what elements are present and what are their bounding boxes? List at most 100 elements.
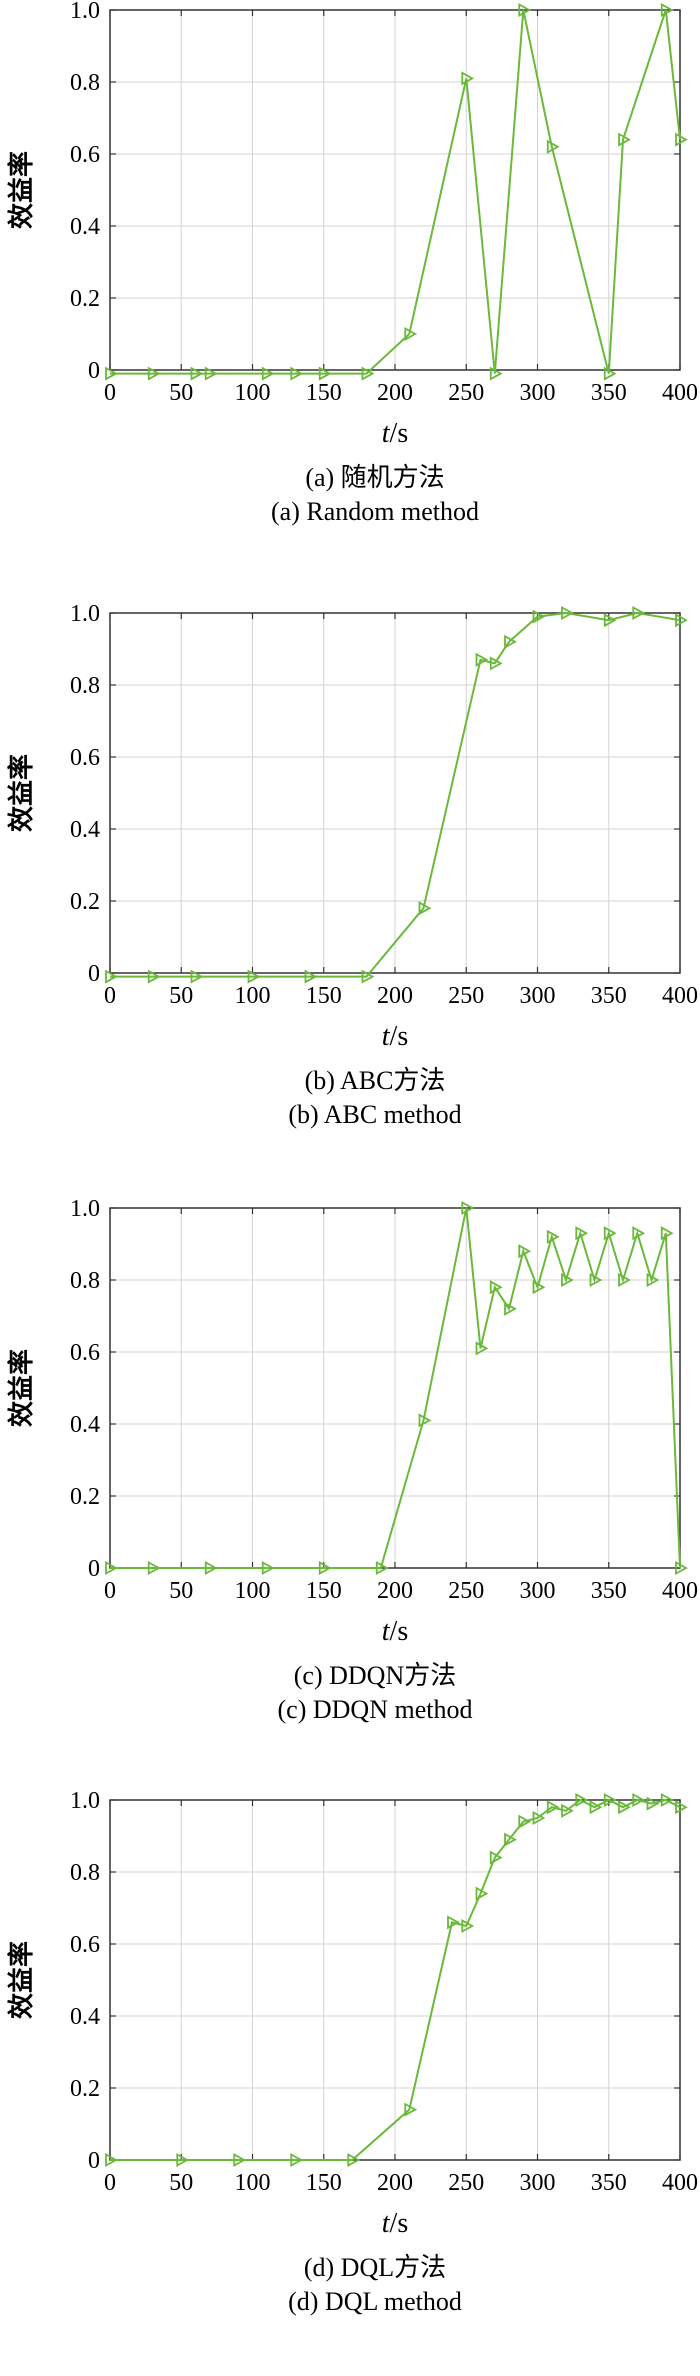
x-tick-label: 50 (169, 983, 193, 1009)
x-axis-label: t/s (382, 2208, 408, 2239)
y-tick-label: 0.8 (70, 1268, 100, 1294)
y-tick-label: 1.0 (70, 601, 100, 627)
y-tick-label: 0.2 (70, 286, 100, 312)
data-point (190, 969, 204, 984)
x-axis-label-unit: /s (390, 418, 409, 449)
data-point (675, 132, 688, 147)
x-axis-label: t/s (382, 1021, 408, 1052)
y-tick-label: 0.6 (70, 745, 100, 771)
data-point (518, 2, 532, 18)
data-point (461, 1918, 475, 1934)
x-tick-label: 100 (235, 380, 271, 406)
x-axis-label: t/s (382, 1616, 408, 1647)
x-tick-label: 200 (377, 380, 413, 406)
data-point (261, 366, 275, 381)
data-point (290, 2152, 304, 2168)
caption-english: (a) Random method (271, 497, 479, 526)
data-point (489, 656, 503, 671)
data-point (603, 1792, 617, 1808)
data-point (318, 1560, 332, 1576)
x-tick-label: 100 (235, 2170, 271, 2196)
x-tick-label: 150 (306, 380, 342, 406)
data-point (418, 1413, 432, 1428)
data-point (475, 1341, 489, 1356)
data-point (447, 1915, 460, 1930)
y-tick-label: 0.8 (70, 70, 100, 96)
x-tick-label: 0 (104, 2170, 116, 2196)
x-tick-label: 250 (448, 983, 484, 1009)
x-axis-label: t/s (382, 418, 408, 449)
y-tick-label: 0.2 (70, 889, 100, 915)
x-tick-label: 400 (662, 1578, 698, 1604)
data-point (603, 366, 617, 381)
y-tick-label: 0.2 (70, 2076, 100, 2102)
y-tick-label: 0.6 (70, 1932, 100, 1958)
data-point (589, 1272, 603, 1288)
y-tick-label: 1.0 (70, 1196, 100, 1222)
data-point (546, 139, 560, 154)
y-tick-label: 0 (88, 1556, 100, 1582)
data-point (589, 1800, 603, 1815)
x-tick-label: 350 (591, 1578, 627, 1604)
data-point (147, 1560, 161, 1576)
data-point (660, 1792, 674, 1808)
data-point (646, 1272, 660, 1288)
x-axis-label-unit: /s (390, 2208, 409, 2239)
data-point (646, 1796, 660, 1811)
data-point (105, 2152, 118, 2168)
series-line (110, 1207, 681, 1569)
data-point (147, 969, 161, 984)
data-point (603, 613, 617, 628)
data-point (147, 366, 161, 381)
x-axis-label-variable: t (382, 2208, 391, 2239)
data-point (489, 1850, 503, 1865)
x-tick-label: 400 (662, 983, 698, 1009)
y-axis-label: 效益率 (6, 151, 37, 229)
data-point (404, 326, 418, 342)
chart-panel-a: 0 50 100 150 200 250 300 350 400 0 0.2 0.4 0.6 0.8 1.0… (6, 0, 698, 526)
caption-chinese: (b) ABC方法 (305, 1066, 446, 1095)
data-point (632, 1792, 646, 1808)
data-point (660, 1226, 674, 1241)
data-point (105, 969, 118, 984)
x-tick-label: 50 (169, 380, 193, 406)
y-tick-label: 0.8 (70, 673, 100, 699)
data-point (532, 1810, 546, 1826)
x-tick-label: 300 (520, 1578, 556, 1604)
x-tick-label: 200 (377, 1578, 413, 1604)
data-point (675, 1800, 688, 1815)
data-point (418, 901, 432, 916)
x-tick-label: 50 (169, 2170, 193, 2196)
data-point (504, 634, 517, 649)
data-point (675, 1560, 688, 1576)
data-point (575, 1226, 589, 1241)
chart-panel-d: 0 50 100 150 200 250 300 350 400 0 0.2 0.4 0.6 0.8 1.0… (6, 1788, 698, 2316)
data-point (489, 366, 503, 381)
data-point (347, 2152, 361, 2168)
data-point (561, 605, 574, 621)
x-tick-label: 200 (377, 983, 413, 1009)
data-point (632, 1226, 646, 1241)
caption-chinese: (a) 随机方法 (305, 463, 444, 492)
x-tick-label: 300 (520, 983, 556, 1009)
data-point (675, 613, 688, 628)
y-tick-label: 0 (88, 2148, 100, 2174)
data-point (660, 2, 674, 18)
x-tick-label: 400 (662, 2170, 698, 2196)
data-point (105, 1560, 118, 1576)
data-point (546, 1229, 560, 1244)
y-tick-label: 0.2 (70, 1484, 100, 1510)
caption-english: (c) DDQN method (278, 1695, 473, 1724)
y-tick-label: 0 (88, 961, 100, 987)
y-tick-label: 1.0 (70, 1788, 100, 1814)
x-tick-label: 150 (306, 1578, 342, 1604)
data-point (632, 605, 646, 621)
caption-english: (b) ABC method (288, 1100, 461, 1129)
data-point (475, 1886, 489, 1901)
x-axis-label-variable: t (382, 1021, 391, 1052)
y-tick-label: 1.0 (70, 0, 100, 24)
x-tick-label: 200 (377, 2170, 413, 2196)
x-tick-label: 100 (235, 983, 271, 1009)
